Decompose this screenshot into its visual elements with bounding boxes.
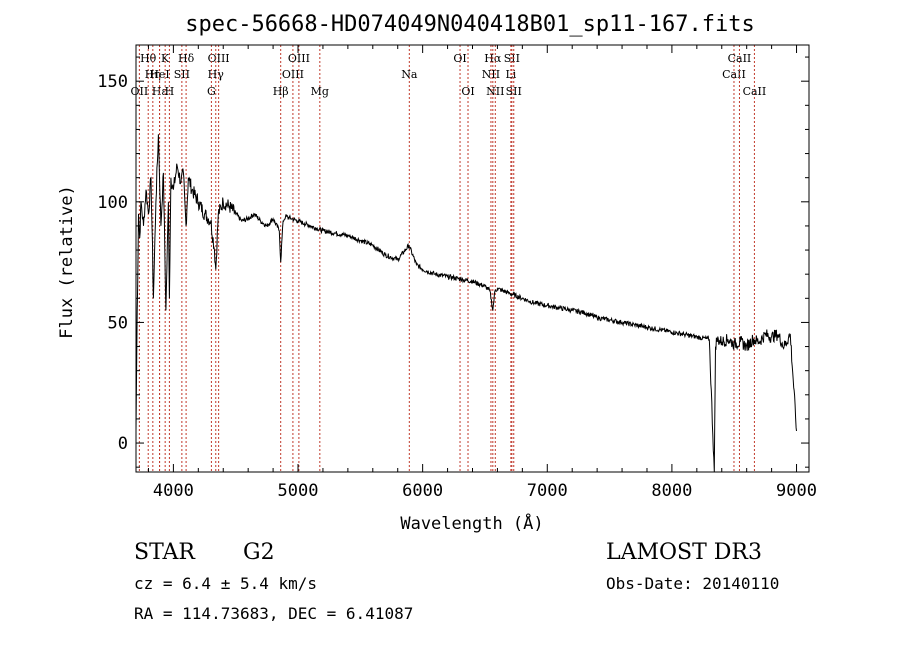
x-axis-label: Wavelength (Å): [400, 512, 543, 534]
line-label-14: OIII: [288, 52, 310, 65]
y-axis-label: Flux (relative): [57, 185, 77, 339]
y-tick-label-2: 100: [97, 193, 128, 213]
line-label-1: OII: [131, 85, 149, 98]
x-tick-label-4: 8000: [651, 481, 692, 501]
line-label-8: Hδ: [178, 52, 195, 65]
line-label-24: SII: [506, 85, 522, 98]
line-label-2: Hη: [145, 68, 161, 81]
line-label-9: OIII: [208, 52, 230, 65]
line-label-7: SII: [174, 68, 190, 81]
line-label-25: CaII: [722, 68, 746, 81]
line-label-23: Li: [505, 68, 516, 81]
y-tick-label-3: 150: [97, 72, 128, 92]
y-tick-label-0: 0: [118, 434, 128, 454]
object-subclass: G2: [243, 540, 275, 565]
spectral-line-markers: Hθ OII Hη Hε HeI K H SII Hδ OIII Hγ G Hβ OIII OIII Mg Na…: [131, 45, 767, 472]
line-label-26: CaII: [728, 52, 752, 65]
x-tick-label-3: 7000: [527, 481, 568, 501]
line-label-20: NII: [482, 68, 500, 81]
line-label-5: K: [161, 52, 170, 65]
line-label-3: Hε: [152, 85, 168, 98]
line-label-4: HeI: [149, 68, 169, 81]
line-label-6: H: [165, 85, 175, 98]
coordinates: RA = 114.73683, DEC = 6.41087: [134, 604, 414, 623]
line-label-19: Hα: [484, 52, 502, 65]
line-label-12: Hβ: [273, 85, 289, 98]
line-label-27: CaII: [743, 85, 767, 98]
x-tick-label-1: 5000: [278, 481, 319, 501]
x-tick-label-2: 6000: [402, 481, 443, 501]
line-label-11: G: [207, 85, 216, 98]
object-class: STAR: [134, 540, 195, 565]
redshift-velocity: cz = 6.4 ± 5.4 km/s: [134, 574, 318, 593]
line-label-13: OIII: [282, 68, 304, 81]
line-label-16: Na: [401, 68, 418, 81]
line-label-21: NII: [486, 85, 504, 98]
line-label-22: SII: [504, 52, 520, 65]
plot-frame: [135, 44, 810, 473]
observation-date: Obs-Date: 20140110: [606, 574, 780, 593]
line-label-0: Hθ: [140, 52, 157, 65]
chart-title: spec-56668-HD074049N040418B01_sp11-167.f…: [185, 12, 755, 37]
spectrum-line: [135, 134, 797, 473]
survey-name: LAMOST DR3: [606, 540, 762, 565]
line-label-10: Hγ: [208, 68, 225, 81]
line-label-18: OI: [461, 85, 474, 98]
x-tick-label-5: 9000: [776, 481, 817, 501]
line-label-17: OI: [453, 52, 466, 65]
x-tick-label-0: 4000: [153, 481, 194, 501]
line-label-15: Mg: [311, 85, 329, 98]
spectrum-series: [135, 134, 797, 473]
axes: 4000 5000 6000 7000 8000 9000 0 50 100 150: [97, 45, 817, 501]
y-tick-label-1: 50: [108, 313, 128, 333]
